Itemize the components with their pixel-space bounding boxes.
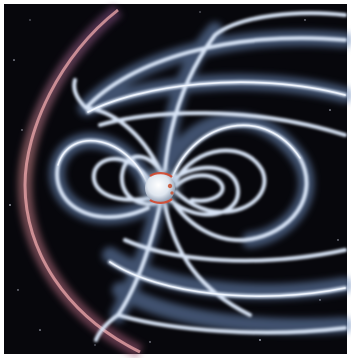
earth — [140, 168, 180, 208]
bow-shock — [17, 4, 144, 358]
earth-globe — [145, 173, 175, 203]
aurora-south — [149, 198, 173, 204]
field-highlights — [57, 81, 346, 297]
stars — [9, 11, 339, 346]
aurora-north — [149, 172, 173, 178]
